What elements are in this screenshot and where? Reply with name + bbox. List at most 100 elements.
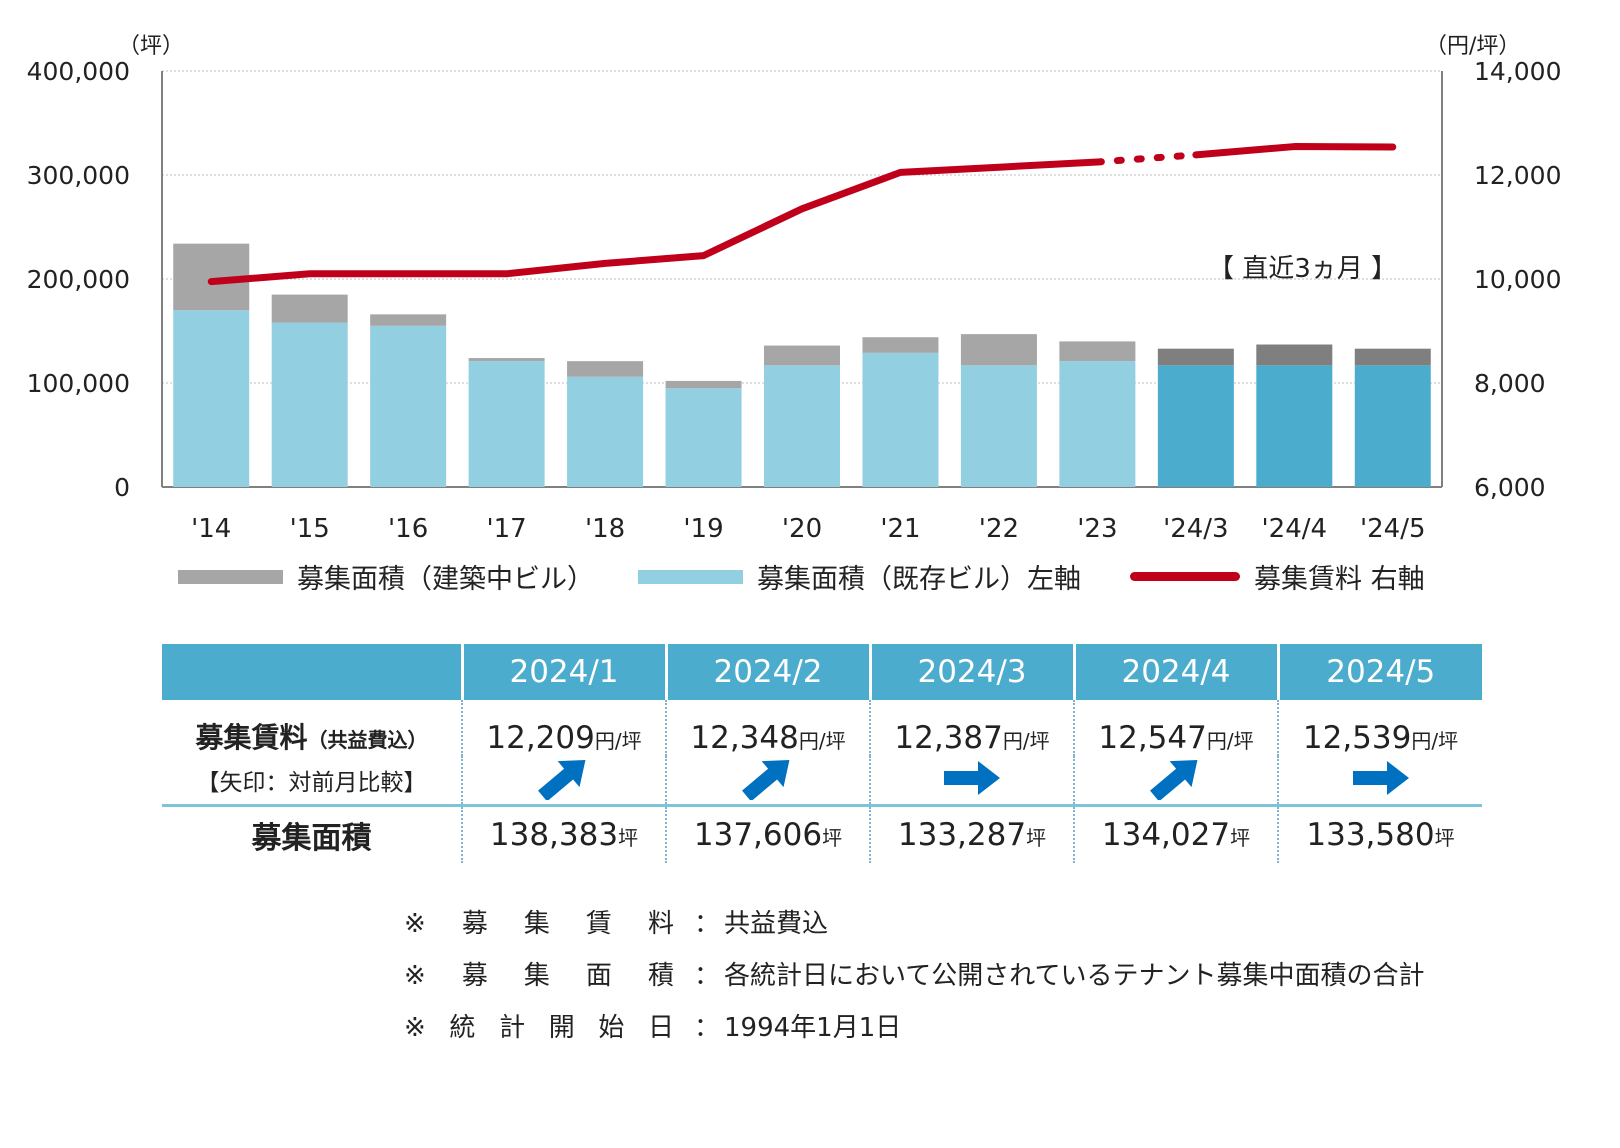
rent-line <box>1192 143 1397 159</box>
y-tick-left: 300,000 <box>27 161 130 190</box>
y-tick-left: 0 <box>114 473 130 502</box>
bar-construction <box>1354 348 1431 366</box>
area-row: 募集面積 138,383坪 137,606坪 133,287坪 134,027坪… <box>162 804 1482 863</box>
bar-existing <box>764 365 840 487</box>
rent-cell: 12,547円/坪 <box>1073 700 1278 756</box>
vacancy-rent-chart: 400,000 14,000 300,000 12,000 200,000 10,000 1… <box>27 57 1562 544</box>
footnote-key: ※ 募集賃料 <box>404 909 674 939</box>
x-tick-label: '17 <box>486 514 526 544</box>
rent-line-dotted <box>1093 151 1200 166</box>
arrow-cell <box>869 756 1074 806</box>
trend-arrow-icon <box>1349 756 1413 804</box>
table-header-month: 2024/4 <box>1072 644 1278 700</box>
bar-existing <box>1059 361 1136 487</box>
footnote-rent: ※ 募集賃料 ： 共益費込 <box>404 898 1424 950</box>
bar-existing <box>173 310 250 487</box>
legend-item-construction: 募集面積（建築中ビル） <box>178 557 594 596</box>
table-header-month: 2024/3 <box>868 644 1074 700</box>
trend-arrow-icon <box>1144 756 1208 804</box>
x-tick-label: '24/5 <box>1360 514 1426 544</box>
chart-legend: 募集面積（建築中ビル） 募集面積（既存ビル）左軸 募集賃料 右軸 <box>170 557 1470 597</box>
x-tick-label: '21 <box>880 514 920 544</box>
bar-construction <box>1256 344 1333 366</box>
arrow-cell <box>461 756 666 806</box>
x-tick-label: '15 <box>290 514 330 544</box>
footnotes: ※ 募集賃料 ： 共益費込 ※ 募集面積 ： 各統計日において公開されているテナント… <box>404 898 1424 1054</box>
bar-existing <box>1256 365 1333 487</box>
bar-construction <box>960 334 1037 366</box>
footnote-key: ※ 募集面積 <box>404 961 674 991</box>
x-tick-label: '23 <box>1077 514 1117 544</box>
x-tick-label: '24/4 <box>1262 514 1328 544</box>
area-cell: 138,383坪 <box>461 804 666 863</box>
legend-item-rent: 募集賃料 右軸 <box>1130 557 1425 596</box>
legend-label-rent: 募集賃料 右軸 <box>1254 564 1425 595</box>
recent-three-months-label: 【 直近3ヵ月 】 <box>1208 254 1398 284</box>
trend-arrow-icon <box>940 756 1004 804</box>
bar-existing <box>468 361 545 487</box>
legend-swatch-construction <box>178 569 283 584</box>
bar-construction <box>862 337 939 353</box>
table-header-month: 2024/1 <box>460 644 666 700</box>
x-tick-label: '16 <box>388 514 428 544</box>
x-tick-label: '19 <box>683 514 723 544</box>
area-cell: 133,580坪 <box>1277 804 1482 863</box>
legend-label-existing: 募集面積（既存ビル）左軸 <box>757 564 1081 595</box>
footnote-value: 各統計日において公開されているテナント募集中面積の合計 <box>724 961 1425 991</box>
arrow-row-label: 【矢印：対前月比較】 <box>196 770 427 796</box>
table-header-month: 2024/5 <box>1276 644 1482 700</box>
x-tick-label: '24/3 <box>1163 514 1229 544</box>
bar-construction <box>468 358 545 362</box>
x-tick-label: '18 <box>585 514 625 544</box>
bar-construction <box>764 345 840 366</box>
x-tick-label: '22 <box>979 514 1019 544</box>
legend-swatch-existing <box>638 569 743 584</box>
legend-swatch-rent <box>1130 572 1240 581</box>
footnote-area: ※ 募集面積 ： 各統計日において公開されているテナント募集中面積の合計 <box>404 950 1424 1002</box>
bar-existing <box>567 376 644 487</box>
bar-existing <box>1354 365 1431 487</box>
bar-existing <box>862 352 939 487</box>
x-tick-label: '20 <box>782 514 822 544</box>
table-header-blank <box>162 644 462 700</box>
rent-cell: 12,539円/坪 <box>1277 700 1482 756</box>
bar-construction <box>665 380 742 389</box>
footnote-key: ※ 統計開始日 <box>404 1013 674 1043</box>
area-cell: 134,027坪 <box>1073 804 1278 863</box>
y-tick-right: 10,000 <box>1474 265 1561 294</box>
rent-cell: 12,209円/坪 <box>461 700 666 756</box>
monthly-summary-table: 2024/1 2024/2 2024/3 2024/4 2024/5 募集賃料（… <box>162 644 1482 863</box>
rent-row-label: 募集賃料（共益費込） <box>195 721 428 754</box>
table-header-month: 2024/2 <box>664 644 870 700</box>
bar-existing <box>1157 365 1234 487</box>
area-cell: 133,287坪 <box>869 804 1074 863</box>
bar-existing <box>370 325 447 487</box>
bar-existing <box>960 365 1037 487</box>
footnote-start-date: ※ 統計開始日 ： 1994年1月1日 <box>404 1002 1424 1054</box>
bar-existing <box>271 322 348 487</box>
arrow-cell <box>1073 756 1278 806</box>
table-header-row: 2024/1 2024/2 2024/3 2024/4 2024/5 <box>162 644 1482 700</box>
rent-row: 募集賃料（共益費込） 12,209円/坪 12,348円/坪 12,387円/坪… <box>162 700 1482 756</box>
rent-line <box>207 158 1101 286</box>
rent-cell: 12,387円/坪 <box>869 700 1074 756</box>
bar-construction <box>1059 341 1136 362</box>
arrow-cell <box>1277 756 1482 806</box>
arrow-row: 【矢印：対前月比較】 <box>162 756 1482 806</box>
bar-construction <box>1157 348 1234 366</box>
trend-arrow-icon <box>736 756 800 804</box>
rent-cell: 12,348円/坪 <box>665 700 870 756</box>
bar-construction <box>370 314 447 326</box>
bar-existing <box>665 388 742 487</box>
y-tick-right: 14,000 <box>1474 57 1561 86</box>
arrow-cell <box>665 756 870 806</box>
area-row-label: 募集面積 <box>162 804 462 863</box>
y-tick-right: 6,000 <box>1474 473 1546 502</box>
y-tick-left: 200,000 <box>27 265 130 294</box>
x-tick-label: '14 <box>191 514 231 544</box>
legend-label-construction: 募集面積（建築中ビル） <box>297 564 594 595</box>
y-tick-right: 8,000 <box>1474 369 1546 398</box>
bar-construction <box>271 294 348 323</box>
left-axis-unit: （坪） <box>118 34 185 59</box>
right-axis-unit: （円/坪） <box>1425 34 1521 59</box>
